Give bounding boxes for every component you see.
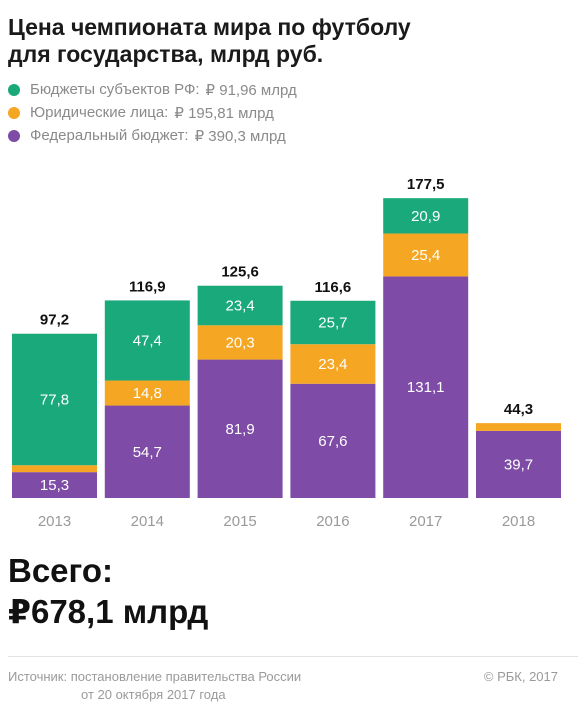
bar-segment-2018-s0	[476, 430, 561, 498]
footer-divider	[8, 656, 578, 657]
legend-value-companies: ₽ 195,81 млрд	[174, 104, 274, 122]
data-label-2016-s1: 23,4	[318, 356, 347, 373]
total-label: Всего:	[8, 552, 113, 589]
total-label-2013: 97,2	[40, 312, 69, 329]
total-label-2017: 177,5	[407, 176, 445, 193]
legend-dot-regional	[8, 83, 20, 96]
legend: Бюджеты субъектов РФ: ₽ 91,96 млрд Юриди…	[8, 78, 297, 147]
bar-segment-2017-s2	[383, 198, 469, 234]
data-label-2014-s2: 47,4	[133, 332, 162, 349]
bar-segment-2014-s0	[104, 405, 190, 498]
total-value: ₽678,1 млрд	[8, 593, 209, 630]
data-label-2013-s0: 15,3	[40, 477, 69, 494]
x-tick-label-2013: 2013	[38, 513, 71, 530]
source-line-2: от 20 октября 2017 года	[81, 687, 226, 702]
data-label-2018-s0: 39,7	[504, 456, 533, 473]
legend-item-federal: Федеральный бюджет: ₽ 390,3 млрд	[8, 124, 297, 147]
source-note: Источник: постановление правительства Ро…	[8, 668, 428, 704]
total-label-2016: 116,6	[315, 279, 352, 296]
bar-segment-2018-s1	[476, 423, 561, 431]
legend-dot-federal	[8, 129, 20, 142]
total-label-2014: 116,9	[129, 278, 166, 295]
x-tick-label-2017: 2017	[409, 513, 442, 530]
bar-segment-2016-s0	[290, 383, 376, 498]
data-label-2016-s2: 25,7	[318, 314, 347, 331]
bar-segment-2015-s2	[197, 285, 283, 326]
bar-segment-2017-s0	[383, 276, 469, 498]
x-tick-label-2014: 2014	[131, 513, 164, 530]
x-tick-label-2018: 2018	[502, 513, 535, 530]
bar-segment-2014-s2	[104, 300, 190, 381]
data-label-2015-s2: 23,4	[225, 297, 254, 314]
legend-label-federal: Федеральный бюджет:	[30, 127, 189, 144]
chart-title-line2: для государства, млрд руб.	[8, 41, 324, 67]
bar-segment-2014-s1	[104, 380, 190, 406]
bar-segment-2016-s2	[290, 300, 376, 345]
bar-segment-2015-s1	[197, 325, 283, 360]
legend-label-companies: Юридические лица:	[30, 104, 169, 121]
legend-value-regional: ₽ 91,96 млрд	[205, 81, 297, 99]
data-label-2017-s2: 20,9	[411, 208, 440, 225]
data-label-2017-s1: 25,4	[411, 247, 440, 264]
total-label-2015: 125,6	[221, 264, 259, 281]
data-label-2014-s1: 14,8	[133, 385, 162, 402]
total-label-2018: 44,3	[504, 401, 533, 418]
data-label-2014-s0: 54,7	[133, 444, 162, 461]
data-label-2015-s1: 20,3	[225, 334, 254, 351]
x-tick-label-2015: 2015	[223, 513, 256, 530]
legend-dot-companies	[8, 106, 20, 119]
data-label-2016-s0: 67,6	[318, 433, 347, 450]
legend-item-companies: Юридические лица: ₽ 195,81 млрд	[8, 101, 297, 124]
bar-segment-2015-s0	[197, 359, 283, 498]
bar-segment-2017-s1	[383, 233, 469, 277]
legend-label-regional: Бюджеты субъектов РФ:	[30, 81, 200, 98]
data-label-2015-s0: 81,9	[225, 421, 254, 438]
legend-item-regional: Бюджеты субъектов РФ: ₽ 91,96 млрд	[8, 78, 297, 101]
bar-segment-2013-s1	[12, 465, 97, 473]
bar-segment-2013-s0	[12, 472, 97, 498]
copyright: © РБК, 2017	[483, 669, 558, 684]
data-label-2017-s0: 131,1	[407, 379, 445, 396]
x-tick-label-2016: 2016	[316, 513, 349, 530]
legend-value-federal: ₽ 390,3 млрд	[194, 127, 286, 145]
chart-title: Цена чемпионата мира по футболу для госу…	[8, 14, 568, 68]
source-line-1: Источник: постановление правительства Ро…	[8, 669, 302, 684]
data-label-2013-s2: 77,8	[40, 391, 69, 408]
bar-segment-2013-s2	[12, 333, 97, 466]
bar-segment-2016-s1	[290, 344, 376, 384]
chart-title-line1: Цена чемпионата мира по футболу	[8, 14, 411, 40]
